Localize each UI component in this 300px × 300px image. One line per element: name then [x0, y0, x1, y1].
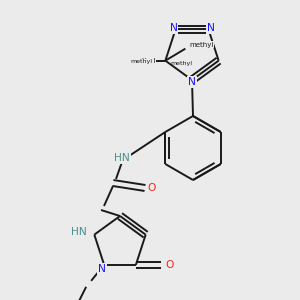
Text: methyl: methyl [130, 59, 152, 64]
Text: methyl: methyl [131, 58, 156, 64]
Text: N: N [188, 77, 196, 87]
Text: methyl: methyl [170, 61, 192, 66]
Text: N: N [169, 23, 178, 33]
Text: N: N [206, 23, 214, 33]
Text: N: N [98, 264, 106, 274]
Text: methyl: methyl [189, 42, 214, 48]
Text: O: O [166, 260, 174, 270]
Text: O: O [148, 183, 156, 193]
Text: HN: HN [70, 227, 86, 237]
Text: HN: HN [114, 153, 130, 163]
